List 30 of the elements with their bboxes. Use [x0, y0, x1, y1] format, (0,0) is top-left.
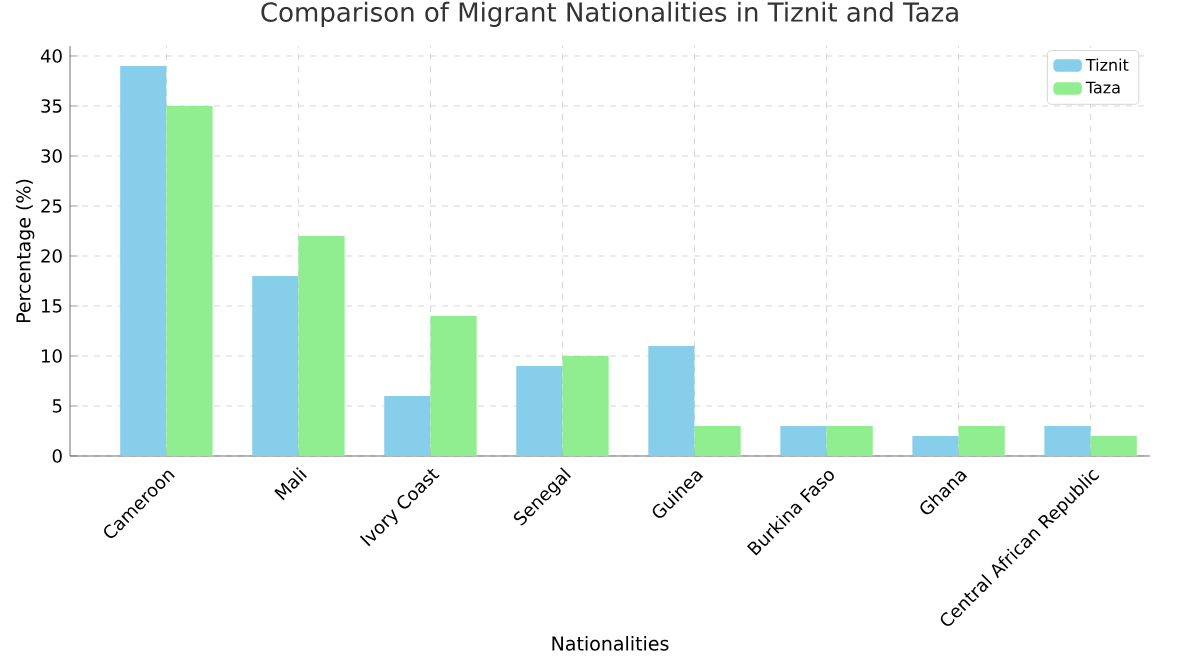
- bar: [1090, 435, 1137, 456]
- bar: [120, 65, 167, 456]
- bar: [780, 425, 827, 456]
- y-tick-label: 15: [42, 299, 62, 313]
- legend-label: Tiznit: [1085, 58, 1129, 71]
- bar: [516, 365, 563, 456]
- y-tick-label: 10: [42, 349, 62, 363]
- bar: [958, 425, 1005, 456]
- bar: [384, 395, 431, 456]
- bar: [826, 425, 873, 456]
- y-tick-label: 30: [41, 149, 62, 163]
- bar: [694, 425, 741, 456]
- bar: [252, 275, 299, 456]
- y-tick-label: 25: [41, 199, 62, 213]
- bar: [298, 235, 345, 456]
- legend-label: Taza: [1085, 81, 1120, 94]
- chart-title: Comparison of Migrant Nationalities in Tiznit and Taza: [261, 1, 958, 27]
- bar: [648, 345, 695, 456]
- y-tick-label: 35: [41, 99, 62, 113]
- x-axis-title: Nationalities: [552, 636, 669, 651]
- y-tick-label: 40: [40, 49, 62, 63]
- bar: [562, 355, 609, 456]
- bar: [166, 105, 213, 456]
- y-tick-label: 0: [52, 449, 62, 463]
- y-tick-label: 20: [41, 249, 62, 263]
- bar: [912, 435, 959, 456]
- bar: [430, 315, 477, 456]
- bar: [1044, 425, 1091, 456]
- y-axis-title: Percentage (%): [15, 179, 35, 323]
- y-tick-label: 5: [52, 399, 62, 413]
